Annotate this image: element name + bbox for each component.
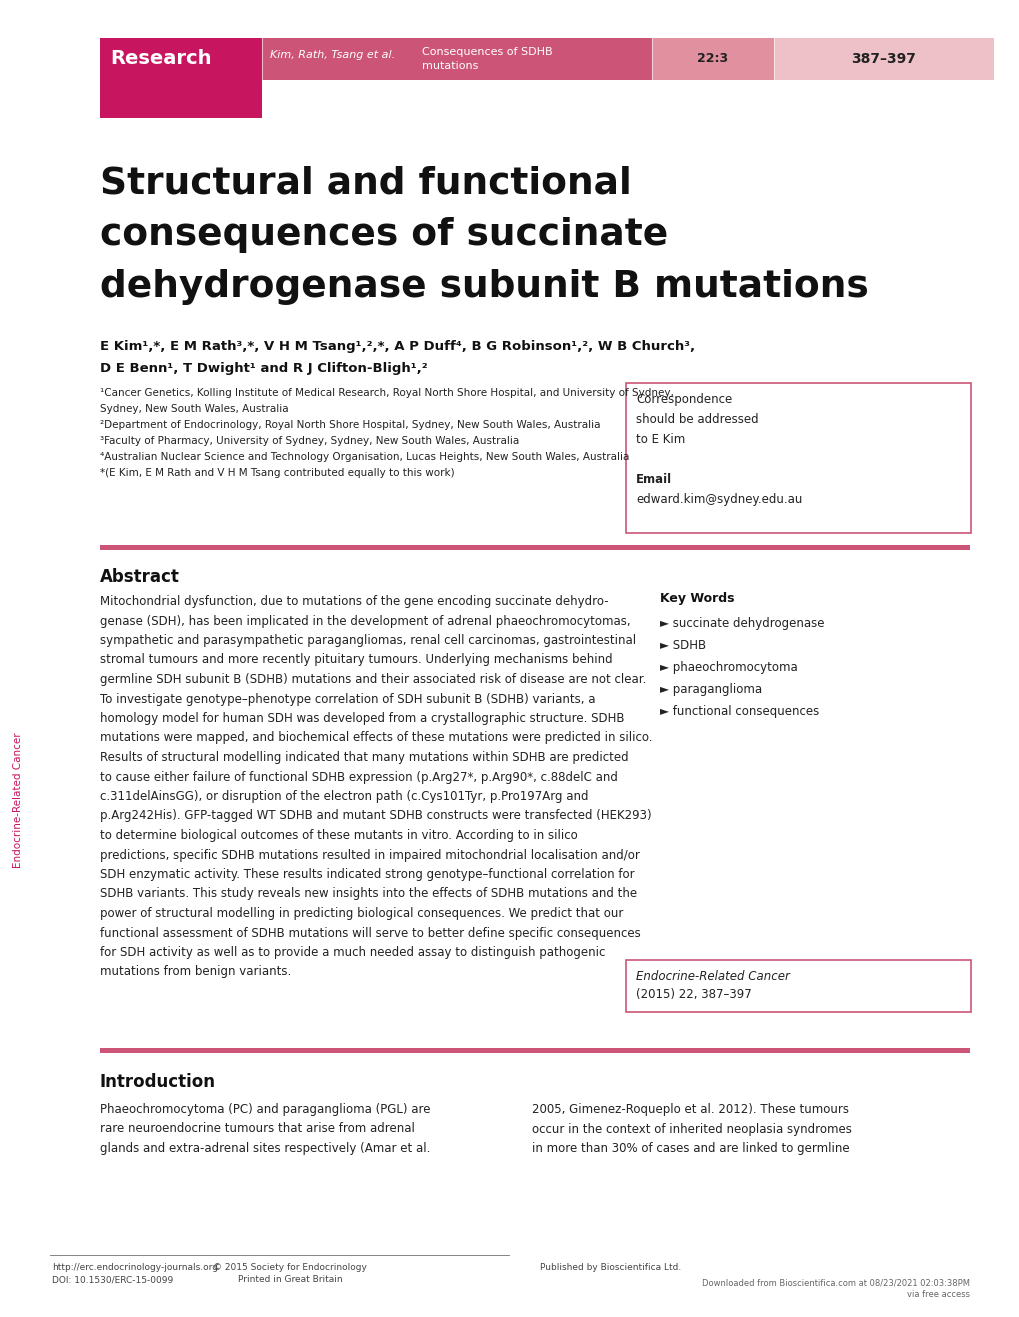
Text: glands and extra-adrenal sites respectively (Amar et al.: glands and extra-adrenal sites respectiv… xyxy=(100,1142,430,1155)
Text: predictions, specific SDHB mutations resulted in impaired mitochondrial localisa: predictions, specific SDHB mutations res… xyxy=(100,848,639,861)
Text: in more than 30% of cases and are linked to germline: in more than 30% of cases and are linked… xyxy=(532,1142,849,1155)
Text: 387–397: 387–397 xyxy=(851,51,915,66)
Bar xyxy=(262,38,651,80)
Text: ► SDHB: ► SDHB xyxy=(659,639,705,652)
Text: ► phaeochromocytoma: ► phaeochromocytoma xyxy=(659,661,797,674)
Text: E Kim¹,*, E M Rath³,*, V H M Tsang¹,²,*, A P Duff⁴, B G Robinson¹,², W B Church³: E Kim¹,*, E M Rath³,*, V H M Tsang¹,²,*,… xyxy=(100,340,694,353)
Text: functional assessment of SDHB mutations will serve to better define specific con: functional assessment of SDHB mutations … xyxy=(100,926,640,939)
Text: occur in the context of inherited neoplasia syndromes: occur in the context of inherited neopla… xyxy=(532,1122,851,1135)
Text: (2015) 22, 387–397: (2015) 22, 387–397 xyxy=(636,988,751,1001)
Text: Key Words: Key Words xyxy=(659,593,734,605)
Text: D E Benn¹, T Dwight¹ and R J Clifton-Bligh¹,²: D E Benn¹, T Dwight¹ and R J Clifton-Bli… xyxy=(100,362,427,375)
Text: Email: Email xyxy=(636,473,672,486)
Text: Endocrine-Related Cancer: Endocrine-Related Cancer xyxy=(13,732,23,868)
Text: ► functional consequences: ► functional consequences xyxy=(659,705,818,718)
Text: homology model for human SDH was developed from a crystallographic structure. SD: homology model for human SDH was develop… xyxy=(100,712,624,724)
Text: Published by Bioscientifica Ltd.: Published by Bioscientifica Ltd. xyxy=(539,1263,681,1272)
Text: ► succinate dehydrogenase: ► succinate dehydrogenase xyxy=(659,616,823,630)
Text: © 2015 Society for Endocrinology
Printed in Great Britain: © 2015 Society for Endocrinology Printed… xyxy=(213,1263,367,1284)
Text: SDH enzymatic activity. These results indicated strong genotype–functional corre: SDH enzymatic activity. These results in… xyxy=(100,868,634,881)
Text: ¹Cancer Genetics, Kolling Institute of Medical Research, Royal North Shore Hospi: ¹Cancer Genetics, Kolling Institute of M… xyxy=(100,389,674,398)
Text: to cause either failure of functional SDHB expression (p.Arg27*, p.Arg90*, c.88d: to cause either failure of functional SD… xyxy=(100,770,618,784)
Bar xyxy=(100,545,969,551)
FancyBboxPatch shape xyxy=(626,960,970,1011)
Text: genase (SDH), has been implicated in the development of adrenal phaeochromocytom: genase (SDH), has been implicated in the… xyxy=(100,615,630,627)
Text: Sydney, New South Wales, Australia: Sydney, New South Wales, Australia xyxy=(100,404,288,414)
Text: for SDH activity as well as to provide a much needed assay to distinguish pathog: for SDH activity as well as to provide a… xyxy=(100,946,605,959)
Text: Correspondence: Correspondence xyxy=(636,392,732,406)
Text: rare neuroendocrine tumours that arise from adrenal: rare neuroendocrine tumours that arise f… xyxy=(100,1122,415,1135)
Text: 22:3: 22:3 xyxy=(697,53,728,66)
Text: stromal tumours and more recently pituitary tumours. Underlying mechanisms behin: stromal tumours and more recently pituit… xyxy=(100,653,612,666)
Text: ²Department of Endocrinology, Royal North Shore Hospital, Sydney, New South Wale: ²Department of Endocrinology, Royal Nort… xyxy=(100,420,600,429)
Text: Mitochondrial dysfunction, due to mutations of the gene encoding succinate dehyd: Mitochondrial dysfunction, due to mutati… xyxy=(100,595,608,608)
Text: ³Faculty of Pharmacy, University of Sydney, Sydney, New South Wales, Australia: ³Faculty of Pharmacy, University of Sydn… xyxy=(100,436,519,446)
Text: *(E Kim, E M Rath and V H M Tsang contributed equally to this work): *(E Kim, E M Rath and V H M Tsang contri… xyxy=(100,468,454,478)
Text: Phaeochromocytoma (PC) and paraganglioma (PGL) are: Phaeochromocytoma (PC) and paraganglioma… xyxy=(100,1104,430,1115)
Text: Abstract: Abstract xyxy=(100,568,179,586)
FancyBboxPatch shape xyxy=(626,383,970,533)
Text: dehydrogenase subunit B mutations: dehydrogenase subunit B mutations xyxy=(100,269,868,306)
Text: Endocrine-Related Cancer: Endocrine-Related Cancer xyxy=(636,971,789,982)
Text: Research: Research xyxy=(110,50,211,68)
Text: p.Arg242His). GFP-tagged WT SDHB and mutant SDHB constructs were transfected (HE: p.Arg242His). GFP-tagged WT SDHB and mut… xyxy=(100,810,651,823)
Text: Structural and functional: Structural and functional xyxy=(100,165,631,202)
Text: Kim, Rath, Tsang et al.: Kim, Rath, Tsang et al. xyxy=(270,50,394,61)
Text: ► paraganglioma: ► paraganglioma xyxy=(659,684,761,695)
Text: Downloaded from Bioscientifica.com at 08/23/2021 02:03:38PM
via free access: Downloaded from Bioscientifica.com at 08… xyxy=(701,1277,969,1299)
Text: ⁴Australian Nuclear Science and Technology Organisation, Lucas Heights, New Sout: ⁴Australian Nuclear Science and Technolo… xyxy=(100,452,629,462)
Text: power of structural modelling in predicting biological consequences. We predict : power of structural modelling in predict… xyxy=(100,907,623,921)
Text: Results of structural modelling indicated that many mutations within SDHB are pr: Results of structural modelling indicate… xyxy=(100,751,628,764)
Text: consequences of succinate: consequences of succinate xyxy=(100,217,667,253)
Text: mutations from benign variants.: mutations from benign variants. xyxy=(100,965,291,979)
Text: germline SDH subunit B (SDHB) mutations and their associated risk of disease are: germline SDH subunit B (SDHB) mutations … xyxy=(100,673,646,686)
Text: Consequences of SDHB
mutations: Consequences of SDHB mutations xyxy=(422,47,552,71)
Text: sympathetic and parasympathetic paragangliomas, renal cell carcinomas, gastroint: sympathetic and parasympathetic paragang… xyxy=(100,633,636,647)
Text: SDHB variants. This study reveals new insights into the effects of SDHB mutation: SDHB variants. This study reveals new in… xyxy=(100,888,637,901)
Text: 2005, Gimenez-Roqueplo et al. 2012). These tumours: 2005, Gimenez-Roqueplo et al. 2012). The… xyxy=(532,1104,848,1115)
Text: Introduction: Introduction xyxy=(100,1073,216,1090)
Text: To investigate genotype–phenotype correlation of SDH subunit B (SDHB) variants, : To investigate genotype–phenotype correl… xyxy=(100,693,595,706)
Bar xyxy=(100,1048,969,1054)
Text: to determine biological outcomes of these mutants in vitro. According to in sili: to determine biological outcomes of thes… xyxy=(100,828,577,842)
Bar xyxy=(100,80,262,119)
Bar xyxy=(773,38,994,80)
Text: should be addressed: should be addressed xyxy=(636,414,758,425)
Text: http://erc.endocrinology-journals.org
DOI: 10.1530/ERC-15-0099: http://erc.endocrinology-journals.org DO… xyxy=(52,1263,218,1284)
Text: c.311delAinsGG), or disruption of the electron path (c.Cys101Tyr, p.Pro197Arg an: c.311delAinsGG), or disruption of the el… xyxy=(100,790,588,803)
Bar xyxy=(651,38,773,80)
Text: mutations were mapped, and biochemical effects of these mutations were predicted: mutations were mapped, and biochemical e… xyxy=(100,731,652,744)
Text: to E Kim: to E Kim xyxy=(636,433,685,446)
Text: edward.kim@sydney.edu.au: edward.kim@sydney.edu.au xyxy=(636,493,802,506)
Bar xyxy=(100,38,262,80)
